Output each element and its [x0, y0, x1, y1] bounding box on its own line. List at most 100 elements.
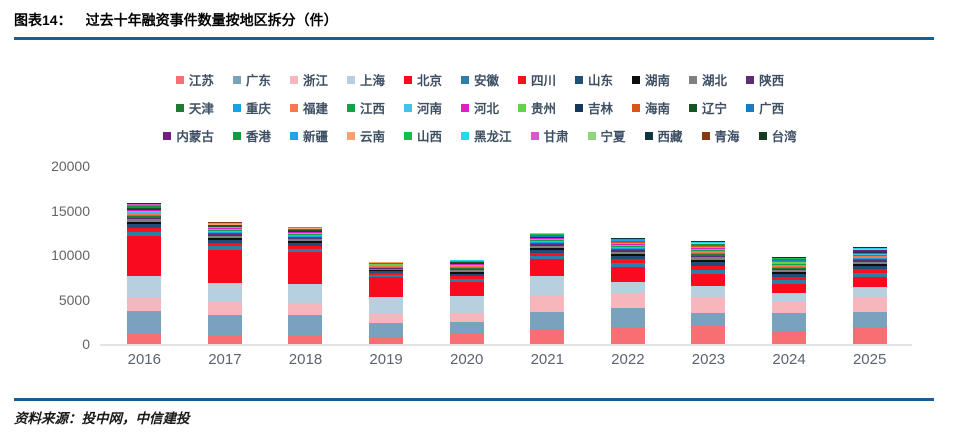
bar-segment	[852, 277, 887, 288]
bar-segment	[610, 249, 645, 251]
bar-segment	[691, 255, 726, 258]
bar-segment	[852, 327, 887, 344]
bar-segment	[610, 241, 645, 243]
legend-item: 青海	[701, 126, 740, 145]
bar-segment	[530, 245, 565, 248]
bar-segment	[691, 259, 726, 263]
legend-swatch-icon	[289, 75, 298, 84]
bar-segment	[852, 269, 887, 274]
bar-segment	[288, 231, 323, 233]
bar-segment	[610, 250, 645, 252]
legend-item: 海南	[632, 98, 670, 117]
bar-segment	[530, 276, 565, 297]
bar-segment	[449, 266, 484, 268]
bar-segment	[772, 302, 807, 314]
legend-item: 重庆	[232, 98, 271, 117]
bar-segment	[449, 272, 484, 274]
figure-title-row: 图表14： 过去十年融资事件数量按地区拆分（件）	[14, 10, 338, 30]
bar-segment	[127, 209, 162, 210]
bar-segment	[207, 240, 242, 244]
bar-slot	[104, 166, 185, 344]
bar-segment	[369, 269, 404, 271]
bar-segment	[772, 293, 807, 303]
bar-slot	[829, 166, 910, 344]
y-tick-label: 5000	[58, 291, 90, 308]
bar-slot	[668, 166, 749, 344]
legend-label: 重庆	[245, 102, 271, 116]
bar-segment	[530, 249, 565, 253]
bar-segment	[127, 212, 162, 214]
bar-segment	[530, 238, 565, 240]
x-tick-label: 2017	[208, 351, 242, 368]
bar-segment	[449, 321, 484, 333]
bar-segment	[691, 326, 726, 344]
bar-segment	[207, 243, 242, 247]
legend-label: 陕西	[759, 74, 785, 88]
legend-label: 上海	[359, 74, 385, 88]
bar-segment	[691, 297, 726, 314]
legend-label: 湖北	[702, 74, 728, 88]
bar-segment	[449, 264, 484, 265]
legend-label: 内蒙古	[176, 130, 214, 144]
bar-segment	[369, 314, 404, 324]
legend-label: 江西	[359, 102, 385, 116]
legend-swatch-icon	[289, 131, 298, 140]
bar-segment	[852, 259, 887, 261]
legend-label: 西藏	[657, 130, 683, 144]
legend-swatch-icon	[346, 75, 355, 84]
bar-segment	[530, 237, 565, 239]
legend-swatch-icon	[403, 131, 412, 140]
bar-segment	[610, 262, 645, 267]
legend-item: 北京	[403, 70, 442, 89]
bar-segment	[530, 240, 565, 243]
bar-segment	[691, 248, 726, 251]
legend-item: 新疆	[289, 126, 328, 145]
bar-segment	[127, 222, 162, 225]
bar-segment	[691, 244, 726, 245]
bar-segment	[207, 250, 242, 284]
legend-label: 四川	[531, 74, 557, 88]
bar-segment	[610, 245, 645, 247]
x-tick-label: 2020	[449, 351, 484, 368]
legend-swatch-icon	[346, 131, 355, 140]
legend-label: 江苏	[188, 74, 214, 88]
bar-segment	[691, 274, 726, 287]
bar-segment	[852, 261, 887, 265]
bar-segment	[127, 205, 162, 207]
bar-segment	[610, 327, 645, 344]
legend-item: 安徽	[460, 70, 499, 89]
legend-item: 浙江	[289, 70, 328, 89]
bar-segment	[449, 276, 484, 280]
footer-divider-line	[14, 398, 934, 401]
x-tick-label: 2022	[611, 351, 645, 368]
bar-segment	[610, 243, 645, 245]
bar-segment	[530, 242, 565, 244]
legend-swatch-icon	[644, 131, 653, 140]
bar-segment	[369, 265, 404, 266]
bar-column	[610, 237, 645, 344]
bar-segment	[127, 206, 162, 208]
legend-item: 天津	[175, 98, 214, 117]
legend-item: 江西	[346, 98, 385, 117]
bar-segment	[288, 232, 323, 233]
bar-segment	[288, 237, 323, 240]
legend-swatch-icon	[460, 131, 469, 140]
bar-slot	[426, 166, 507, 344]
y-tick-label: 20000	[51, 158, 90, 174]
legend-label: 新疆	[302, 130, 328, 144]
bar-segment	[127, 219, 162, 223]
legend-item: 上海	[346, 70, 385, 89]
legend-swatch-icon	[163, 131, 172, 140]
bar-segment	[449, 268, 484, 270]
legend-swatch-icon	[746, 103, 755, 112]
legend-label: 贵州	[531, 102, 557, 116]
title-divider-line	[14, 37, 934, 40]
bar-segment	[369, 277, 404, 298]
bar-segment	[288, 315, 323, 336]
bar-segment	[772, 272, 807, 275]
bar-slot	[749, 166, 830, 344]
bar-segment	[610, 259, 645, 263]
bar-slot	[346, 166, 427, 344]
figure-title: 过去十年融资事件数量按地区拆分（件）	[85, 12, 338, 28]
legend-swatch-icon	[175, 75, 184, 84]
